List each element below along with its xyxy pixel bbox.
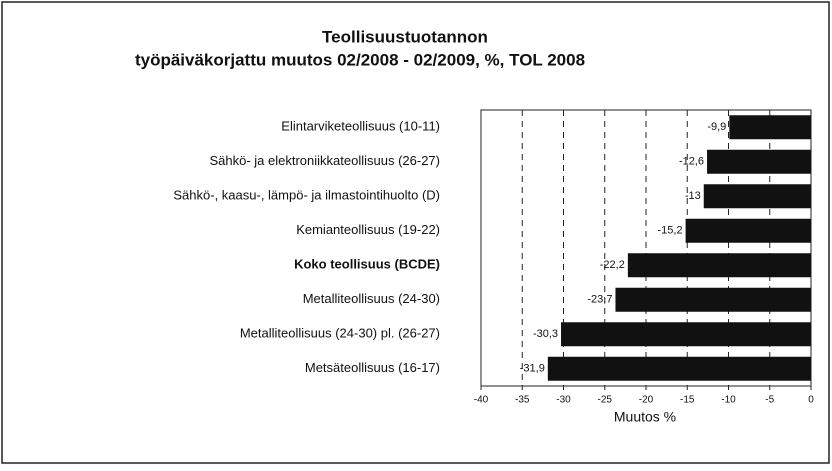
y-tick-label: Metalliteollisuus (24-30) <box>303 291 440 306</box>
value-label: -22,2 <box>600 259 625 271</box>
bar <box>729 115 811 140</box>
value-label: -30,3 <box>533 328 558 340</box>
bar <box>703 184 811 209</box>
x-tick-label: -10 <box>721 395 736 406</box>
value-label: -23,7 <box>587 294 612 306</box>
x-tick-label: -15 <box>680 395 695 406</box>
bar <box>685 218 811 243</box>
value-label: -31,9 <box>520 363 545 375</box>
frame <box>1 1 830 464</box>
y-tick-label: Kemianteollisuus (19-22) <box>296 222 440 237</box>
bar <box>561 322 811 347</box>
bar <box>707 149 811 174</box>
bar <box>547 356 811 381</box>
y-tick-label: Koko teollisuus (BCDE) <box>294 257 440 272</box>
y-tick-label: Sähkö- ja elektroniikkateollisuus (26-27… <box>209 153 440 168</box>
x-tick-label: -30 <box>556 395 571 406</box>
chart-subtitle: työpäiväkorjattu muutos 02/2008 - 02/200… <box>135 50 585 69</box>
y-tick-label: Sähkö-, kaasu-, lämpö- ja ilmastointihuo… <box>173 188 440 203</box>
x-axis-label: Muutos % <box>614 409 676 425</box>
value-label: -9,9 <box>707 121 726 133</box>
value-label: -12,6 <box>679 156 704 168</box>
value-label: -15,2 <box>658 225 683 237</box>
x-tick-label: -5 <box>765 395 774 406</box>
x-tick-label: 0 <box>808 395 814 406</box>
x-tick-label: -20 <box>639 395 654 406</box>
chart-title: Teollisuustuotannon <box>322 27 488 46</box>
y-tick-label: Metsäteollisuus (16-17) <box>305 360 440 375</box>
x-tick-label: -40 <box>474 395 489 406</box>
y-tick-label: Elintarviketeollisuus (10-11) <box>281 119 440 134</box>
x-tick-label: -25 <box>598 395 613 406</box>
value-label: -13 <box>685 190 701 202</box>
bar <box>627 253 811 278</box>
x-tick-label: -35 <box>515 395 530 406</box>
y-tick-label: Metalliteollisuus (24-30) pl. (26-27) <box>240 326 440 341</box>
bar <box>615 287 811 312</box>
